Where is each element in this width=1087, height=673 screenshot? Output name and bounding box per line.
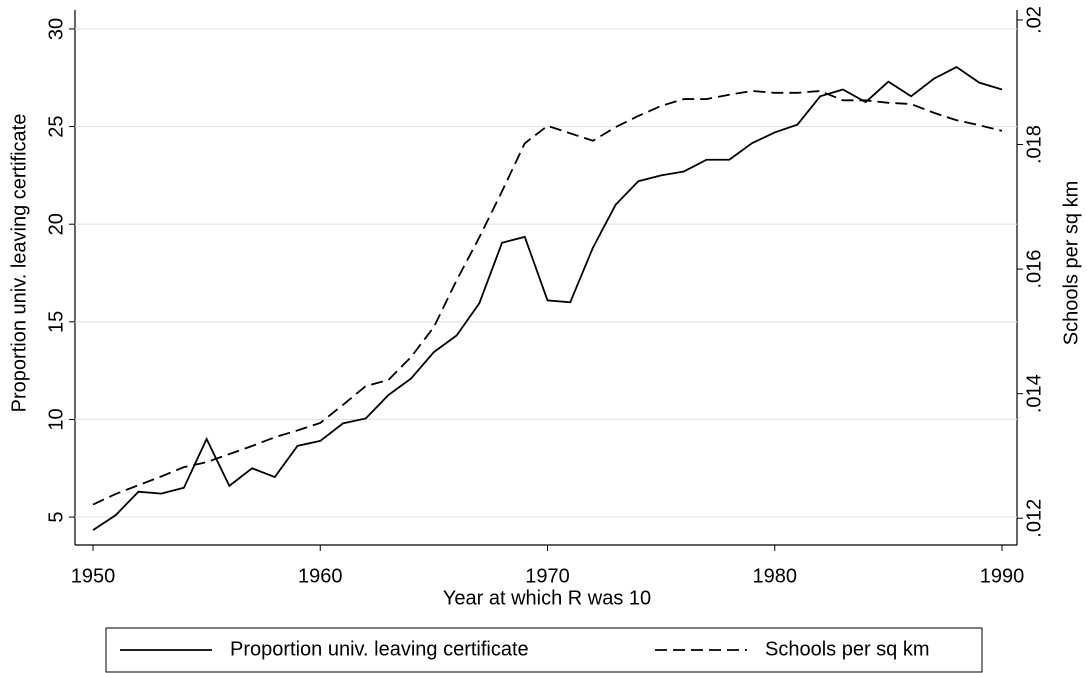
x-tick-label: 1990: [980, 565, 1025, 587]
legend-box: [105, 627, 983, 673]
y2-axis-title: Schools per sq km: [1060, 181, 1082, 346]
series-line: [92, 90, 1003, 506]
y2-tick-label: .012: [1023, 499, 1045, 538]
x-tick-label: 1970: [525, 565, 570, 587]
y-tick-label: 30: [45, 18, 67, 40]
legend-label: Schools per sq km: [765, 638, 930, 660]
y-axis-title: Proportion univ. leaving certificate: [8, 114, 30, 413]
y2-tick-label: .016: [1023, 250, 1045, 289]
y2-tick-label: .014: [1023, 374, 1045, 413]
series-line: [92, 65, 1003, 531]
x-tick-label: 1980: [753, 565, 798, 587]
y-tick-label: 15: [45, 311, 67, 333]
x-tick-label: 1950: [71, 565, 116, 587]
y-tick-label: 20: [45, 213, 67, 235]
legend-label: Proportion univ. leaving certificate: [230, 638, 529, 660]
x-tick-label: 1960: [298, 565, 343, 587]
y-tick-label: 10: [45, 408, 67, 430]
y2-tick-label: .02: [1023, 6, 1045, 34]
y-tick-label: 5: [45, 512, 67, 523]
y-tick-label: 25: [45, 115, 67, 137]
x-axis-title: Year at which R was 10: [443, 587, 651, 609]
y2-tick-label: .018: [1023, 125, 1045, 164]
